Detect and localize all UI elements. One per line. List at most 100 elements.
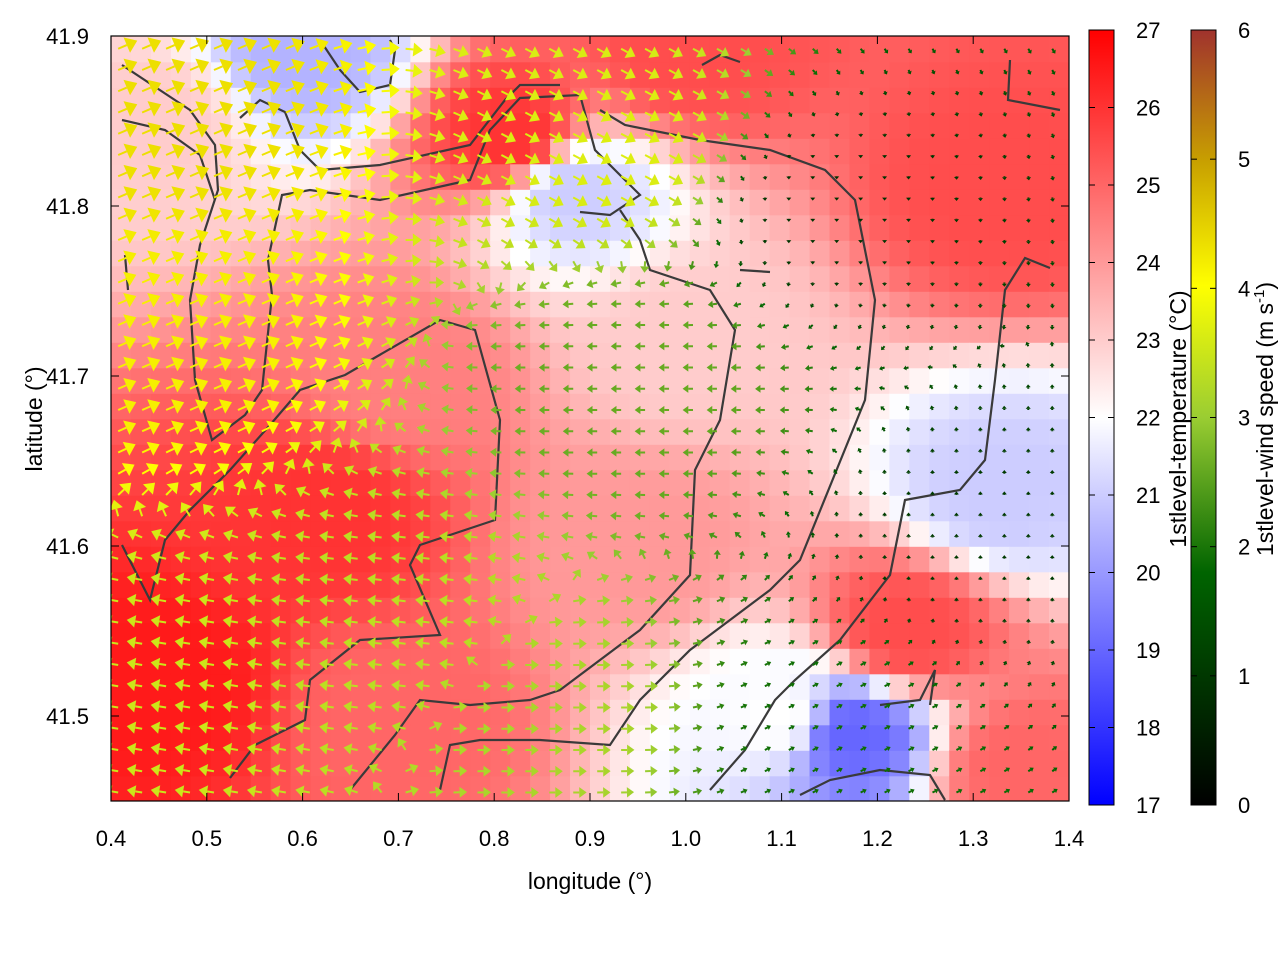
heatmap-cell <box>729 724 751 751</box>
heatmap-cell <box>829 367 851 394</box>
heatmap-cell <box>130 418 152 445</box>
heatmap-cell <box>1029 699 1050 726</box>
heatmap-cell <box>570 444 591 471</box>
heatmap-cell <box>629 495 651 522</box>
heatmap-cell <box>230 367 252 394</box>
heatmap-cell <box>949 342 971 369</box>
heatmap-cell <box>889 189 911 216</box>
heatmap-cell <box>889 673 911 700</box>
wind-arrow <box>285 229 304 244</box>
heatmap-cell <box>989 444 1010 471</box>
heatmap-cell <box>989 597 1010 624</box>
wind-arrow <box>247 529 263 542</box>
contour-line <box>701 53 741 66</box>
heatmap-cell <box>769 699 791 726</box>
wind-arrow <box>189 335 209 351</box>
heatmap-cell <box>969 775 990 801</box>
wind-arrow <box>165 250 185 266</box>
heatmap-cell <box>130 597 152 624</box>
heatmap-cell <box>1009 138 1030 165</box>
heatmap-cell <box>470 495 492 522</box>
heatmap-cell <box>130 214 152 241</box>
heatmap-cell <box>370 367 392 394</box>
heatmap-cell <box>909 367 931 394</box>
heatmap-cell <box>550 597 571 624</box>
heatmap-cell <box>909 673 931 700</box>
wind-arrow <box>165 143 186 159</box>
heatmap-cell <box>909 546 931 573</box>
heatmap-cell <box>929 316 951 343</box>
wind-arrow <box>189 37 210 53</box>
wind-arrow <box>1027 703 1033 709</box>
heatmap-cell <box>510 61 531 88</box>
heatmap-cell <box>829 775 851 801</box>
heatmap-cell <box>490 316 511 343</box>
heatmap-cell <box>829 546 851 573</box>
heatmap-cell <box>649 775 671 801</box>
heatmap-cell <box>929 112 951 139</box>
heatmap-cell <box>869 367 891 394</box>
heatmap-cell <box>669 469 691 496</box>
heatmap-cell <box>150 750 172 777</box>
wind-arrow <box>141 79 162 96</box>
heatmap-cell <box>989 214 1010 241</box>
wind-arrow <box>237 293 257 308</box>
wind-arrow <box>202 504 215 517</box>
heatmap-cell <box>949 189 971 216</box>
heatmap-cell <box>350 673 372 700</box>
heatmap-cell <box>649 189 671 216</box>
heatmap-cell <box>190 673 212 700</box>
heatmap-cell <box>889 61 911 88</box>
heatmap-cell <box>609 61 631 88</box>
heatmap-cell <box>410 291 432 318</box>
wind-arrow <box>174 785 191 798</box>
heatmap-cell <box>869 189 891 216</box>
wind-arrow <box>271 636 286 649</box>
heatmap-cell <box>130 724 152 751</box>
heatmap-cell <box>669 36 691 63</box>
wind-arrow <box>117 164 138 181</box>
heatmap-cell <box>669 750 691 777</box>
heatmap-cell <box>789 214 811 241</box>
heatmap-cell <box>590 648 611 675</box>
heatmap-cell <box>629 597 651 624</box>
heatmap-cell <box>729 775 751 801</box>
heatmap-cell <box>829 495 851 522</box>
heatmap-cell <box>570 495 591 522</box>
heatmap-cell <box>210 648 232 675</box>
wind-arrow <box>222 742 239 755</box>
heatmap-cell <box>390 469 412 496</box>
heatmap-cell <box>609 724 631 751</box>
heatmap-cell <box>390 724 412 751</box>
heatmap-cell <box>111 699 132 726</box>
heatmap-cell <box>570 546 591 573</box>
heatmap-cell <box>649 163 671 190</box>
heatmap-cell <box>550 622 571 649</box>
heatmap-cell <box>1009 61 1030 88</box>
heatmap-cell <box>829 36 851 63</box>
heatmap-cell <box>530 214 551 241</box>
heatmap-cell <box>550 393 571 420</box>
heatmap-cell <box>889 265 911 292</box>
heatmap-cell <box>230 648 252 675</box>
heatmap-cell <box>869 469 891 496</box>
heatmap-cell <box>270 546 292 573</box>
heatmap-cell <box>1049 699 1069 726</box>
heatmap-cell <box>570 622 591 649</box>
wind-arrow <box>237 420 256 435</box>
heatmap-cell <box>689 342 711 369</box>
heatmap-cell <box>989 189 1010 216</box>
wind-arrow <box>261 293 280 308</box>
heatmap-cell <box>350 648 372 675</box>
heatmap-cell <box>530 673 551 700</box>
heatmap-cell <box>210 520 232 547</box>
heatmap-cell <box>889 648 911 675</box>
heatmap-cell <box>689 138 711 165</box>
wind-arrow <box>141 463 159 477</box>
heatmap-cell <box>669 622 691 649</box>
heatmap-cell <box>510 673 531 700</box>
heatmap-cell <box>570 597 591 624</box>
heatmap-cell <box>430 291 452 318</box>
heatmap-cell <box>330 673 352 700</box>
heatmap-cell <box>230 112 252 139</box>
